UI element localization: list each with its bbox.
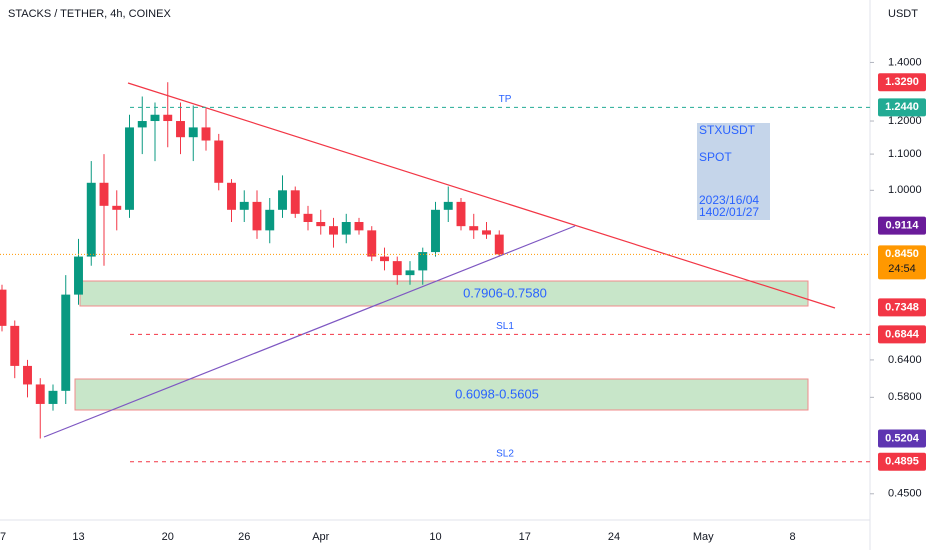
level-name: TP bbox=[499, 94, 512, 105]
price-tag-label: 1.2440 bbox=[885, 101, 919, 113]
x-tick-label: May bbox=[693, 531, 714, 543]
candle-body bbox=[125, 127, 134, 210]
y-tick-label: 0.5800 bbox=[888, 391, 922, 403]
trend-line bbox=[127, 82, 836, 309]
candle-body bbox=[278, 190, 287, 210]
x-tick-label: 17 bbox=[519, 531, 531, 543]
candle-body bbox=[201, 127, 211, 141]
candle-body bbox=[252, 201, 262, 231]
candle-body bbox=[61, 294, 71, 391]
candle-body bbox=[456, 201, 466, 227]
candle-body bbox=[137, 121, 147, 128]
candle-body bbox=[176, 121, 185, 138]
price-tag bbox=[878, 325, 926, 344]
price-tag-label: 0.4895 bbox=[885, 456, 919, 468]
candle-body bbox=[392, 261, 402, 276]
zone-label: 0.6098-0.5605 bbox=[455, 386, 539, 401]
candle-body bbox=[316, 222, 326, 227]
candles bbox=[0, 82, 504, 439]
candle-body bbox=[290, 190, 300, 214]
level-name: SL2 bbox=[496, 448, 514, 459]
note-text: STXUSDT bbox=[699, 123, 756, 137]
note-text: 2023/16/04 bbox=[699, 193, 759, 207]
x-tick-label: 10 bbox=[429, 531, 441, 543]
price-tag-label: 0.8450 bbox=[885, 248, 919, 260]
candle-body bbox=[354, 222, 364, 231]
price-tag bbox=[878, 245, 926, 280]
x-tick-label: 8 bbox=[789, 531, 795, 543]
y-tick-label: 0.4500 bbox=[888, 488, 922, 500]
candle-body bbox=[380, 256, 389, 262]
y-tick-label: 1.1000 bbox=[888, 148, 922, 160]
candle-body bbox=[239, 201, 249, 210]
currency: USDT bbox=[888, 8, 918, 20]
x-tick-label: 26 bbox=[238, 531, 250, 543]
y-tick-label: 0.6400 bbox=[888, 354, 922, 366]
x-tick-label: 24 bbox=[608, 531, 620, 543]
candle-body bbox=[341, 222, 351, 235]
candle-body bbox=[150, 114, 160, 122]
candle-body bbox=[405, 270, 415, 276]
candle-body bbox=[265, 209, 275, 231]
price-tag bbox=[878, 98, 926, 117]
candle-body bbox=[163, 114, 173, 122]
candle-body bbox=[23, 365, 32, 385]
candle-body bbox=[86, 182, 96, 257]
candle-body bbox=[10, 325, 20, 366]
candle-body bbox=[214, 140, 224, 183]
note-box bbox=[697, 123, 770, 220]
note-text: SPOT bbox=[699, 150, 732, 164]
zone bbox=[74, 378, 809, 411]
chart-title: STACKS / TETHER, 4h, COINEX bbox=[8, 8, 171, 20]
candle-body bbox=[469, 226, 479, 231]
zone-label: 0.7906-0.7580 bbox=[463, 285, 547, 300]
note-text: 1402/01/27 bbox=[699, 205, 759, 219]
price-tag bbox=[878, 429, 926, 448]
y-tick-label: 1.2000 bbox=[888, 115, 922, 127]
candle-body bbox=[418, 252, 428, 271]
candle-body bbox=[367, 230, 377, 257]
x-tick-label: 13 bbox=[72, 531, 84, 543]
y-tick-label: 1.0000 bbox=[888, 184, 922, 196]
candle-body bbox=[112, 205, 122, 210]
x-tick-label: Apr bbox=[312, 531, 329, 543]
price-tag-label: 0.7348 bbox=[885, 301, 919, 313]
price-tag-label: 1.3290 bbox=[885, 76, 919, 88]
price-tag-label: 0.5204 bbox=[885, 432, 920, 444]
y-tick-label: 1.4000 bbox=[888, 56, 922, 68]
x-tick-label: 20 bbox=[162, 531, 174, 543]
candle-body bbox=[227, 182, 236, 210]
price-tag-label: 0.6844 bbox=[885, 328, 920, 340]
price-tag bbox=[878, 216, 926, 235]
price-tag bbox=[878, 452, 926, 471]
candle-body bbox=[482, 230, 491, 235]
candle-body bbox=[35, 384, 45, 404]
candle-body bbox=[48, 390, 58, 404]
zone bbox=[79, 280, 809, 307]
price-tag bbox=[878, 298, 926, 317]
candle-body bbox=[303, 213, 313, 223]
candle-body bbox=[329, 226, 338, 235]
level-name: SL1 bbox=[496, 321, 514, 332]
price-tag bbox=[878, 73, 926, 92]
candle-body bbox=[99, 182, 109, 206]
trend-line bbox=[43, 225, 576, 438]
candle-body bbox=[0, 289, 7, 326]
candle-body bbox=[431, 209, 440, 253]
candle-body bbox=[443, 201, 453, 210]
price-tag-label: 0.9114 bbox=[885, 219, 919, 231]
candle-body bbox=[188, 127, 198, 138]
countdown: 24:54 bbox=[888, 263, 916, 275]
candle-body bbox=[494, 234, 504, 255]
x-tick-label: 7 bbox=[0, 531, 6, 543]
candle-body bbox=[74, 256, 83, 295]
